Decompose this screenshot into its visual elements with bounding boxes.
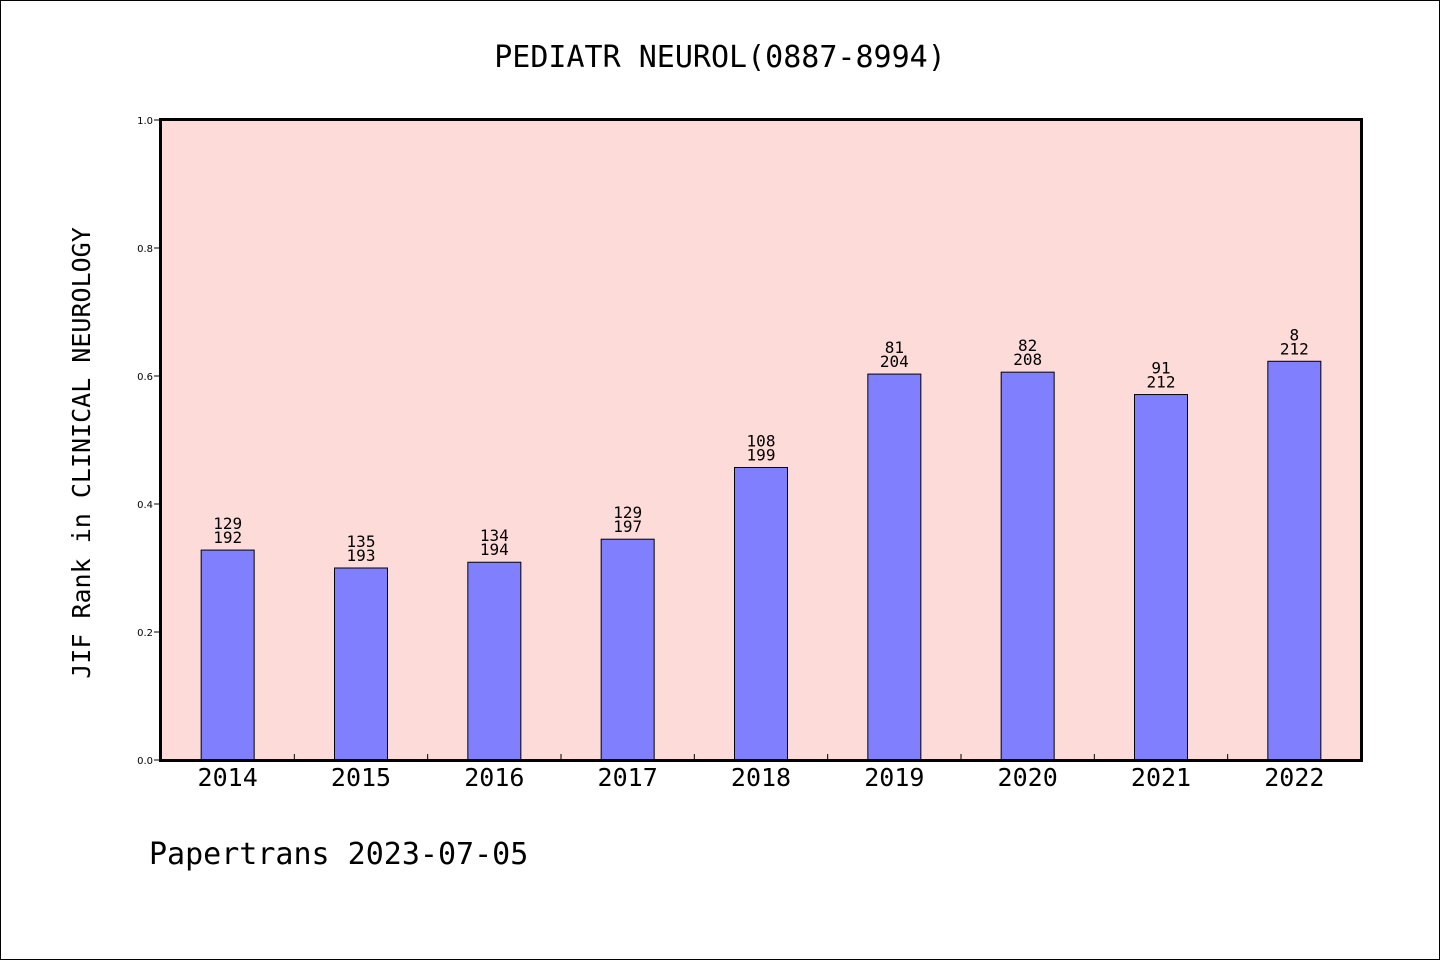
x-tick-label: 2019 — [864, 763, 924, 792]
bar-2014 — [200, 549, 255, 761]
bar-2015 — [334, 567, 388, 761]
y-tick-label: 1.0 — [137, 116, 153, 127]
bar-rank-label: 82 — [1018, 336, 1037, 355]
bar-total-label: 212 — [1280, 339, 1309, 358]
bar-rank-label: 81 — [885, 338, 904, 357]
x-axis-ticks: 2014 2015 2016 2017 2018 2019 2020 2021 2022 — [198, 754, 1324, 792]
bar-rank-label: 129 — [613, 503, 642, 522]
x-tick-label: 2018 — [731, 763, 791, 792]
x-tick-label: 2020 — [998, 763, 1058, 792]
bar-total-label: 204 — [880, 352, 909, 371]
x-tick-label: 2015 — [331, 763, 391, 792]
x-tick-label: 2017 — [598, 763, 658, 792]
bar-rank-label: 8 — [1290, 325, 1300, 344]
bar-total-label: 212 — [1147, 373, 1176, 392]
bar-2017 — [600, 538, 655, 761]
bar-2021 — [1134, 394, 1188, 761]
x-tick-label: 2016 — [464, 763, 524, 792]
y-axis-ticks: 0.0 0.2 0.4 0.6 0.8 1.0 — [137, 116, 161, 767]
x-tick-label: 2021 — [1131, 763, 1191, 792]
y-tick-label: 0.8 — [137, 244, 153, 255]
bar-total-label: 197 — [613, 517, 642, 536]
bar-total-label: 208 — [1013, 350, 1042, 369]
y-tick-label: 0.6 — [137, 372, 153, 383]
bar-rank-label: 129 — [213, 514, 242, 533]
y-tick-label: 0.0 — [137, 756, 153, 767]
bar-rank-label: 108 — [747, 432, 776, 451]
bar-rank-label: 135 — [347, 532, 376, 551]
x-tick-label: 2022 — [1264, 763, 1324, 792]
bar-total-label: 193 — [347, 546, 376, 565]
bar-series — [200, 360, 1322, 761]
bar-2020 — [1000, 371, 1055, 761]
footer-text: Papertrans 2023-07-05 — [149, 837, 528, 872]
bar-2019 — [867, 373, 922, 761]
bar-2018 — [734, 467, 788, 761]
bar-rank-label: 134 — [480, 526, 509, 545]
bar-rank-label: 91 — [1151, 359, 1170, 378]
bar-total-label: 192 — [213, 528, 242, 547]
bar-2016 — [467, 561, 522, 761]
y-tick-label: 0.2 — [137, 628, 153, 639]
y-tick-label: 0.4 — [137, 500, 153, 511]
chart-title: PEDIATR NEUROL(0887-8994) — [494, 40, 946, 75]
x-tick-label: 2014 — [198, 763, 258, 792]
bar-total-label: 194 — [480, 540, 509, 559]
bar-2022 — [1267, 360, 1322, 761]
bar-total-label: 199 — [747, 446, 776, 465]
y-axis-label: JIF Rank in CLINICAL NEUROLOGY — [67, 227, 96, 679]
plot-border — [159, 118, 1363, 762]
